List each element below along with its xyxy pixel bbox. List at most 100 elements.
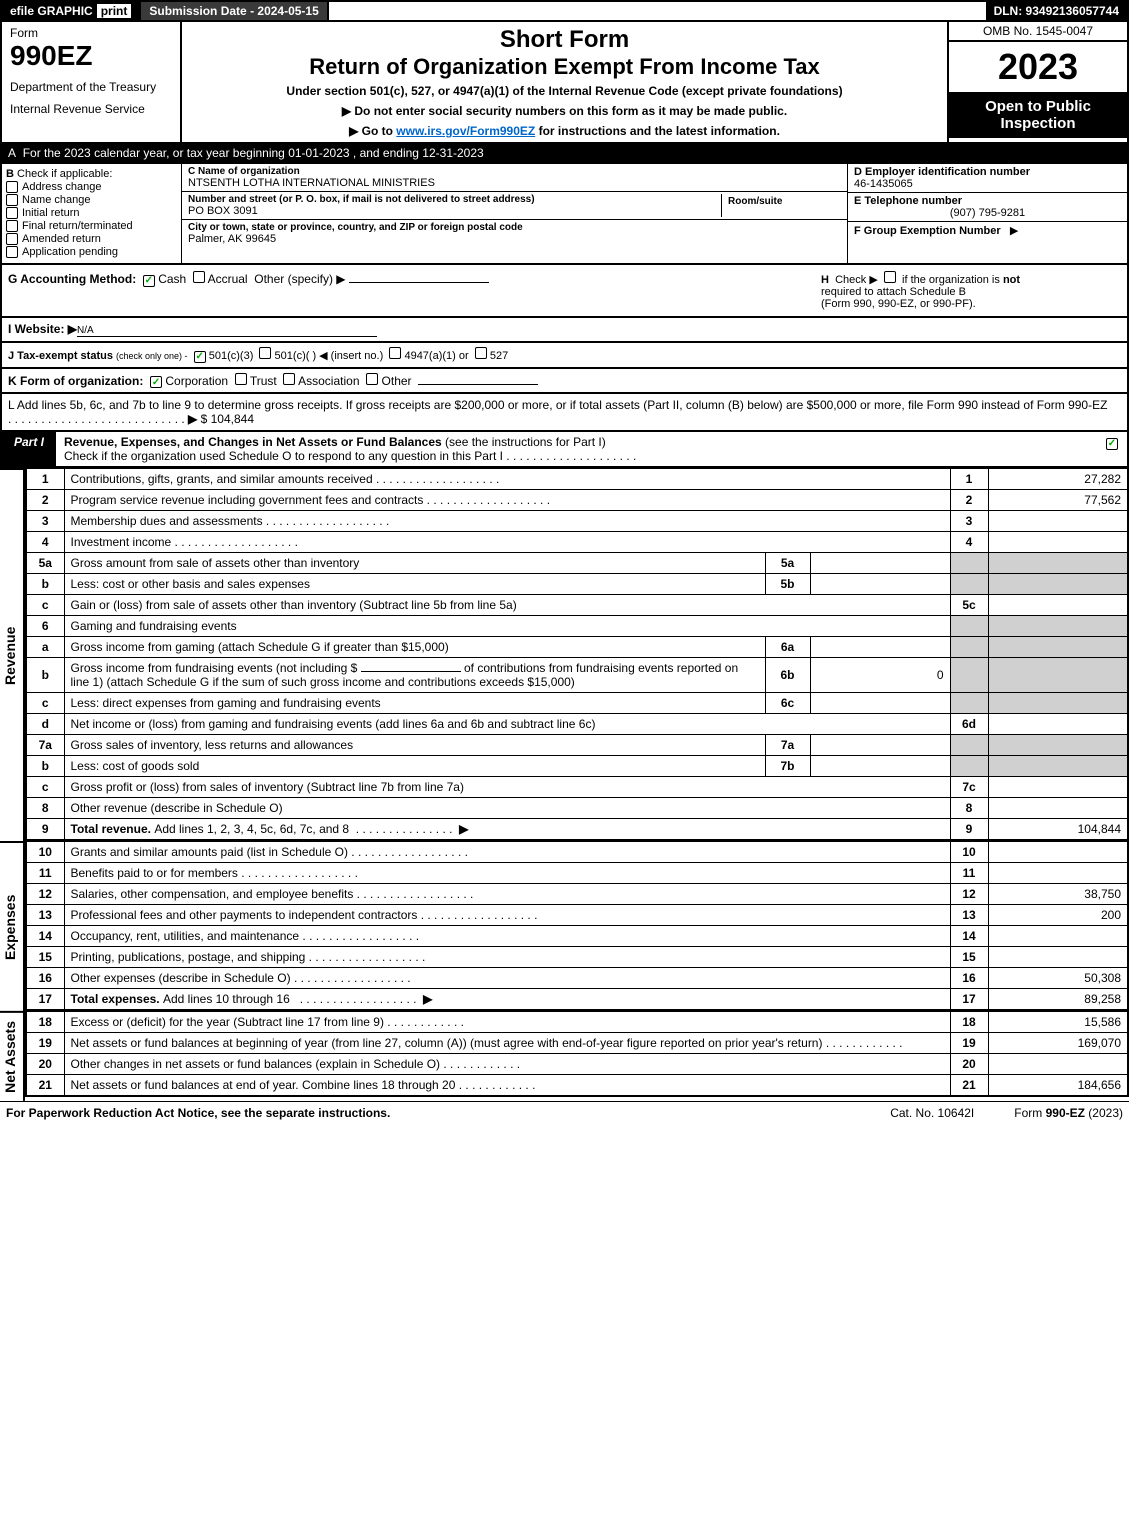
line-ref: 21 [950,1075,988,1097]
h-text3: required to attach Schedule B [821,286,966,298]
line-num: b [26,658,64,693]
line17-rest: Add lines 10 through 16 [163,992,290,1006]
line-num: 20 [26,1054,64,1075]
checkbox[interactable] [6,220,18,232]
checkbox-row: Address change [6,181,177,193]
line-ref: 4 [950,532,988,553]
part1-label: Part I [2,432,56,466]
sub-val [810,756,950,777]
print-button[interactable]: print [97,4,132,18]
goto-instruction: ▶ Go to www.irs.gov/Form990EZ for instru… [190,124,939,138]
val-shade [988,574,1128,595]
group-cell: F Group Exemption Number ▶ [848,222,1127,263]
sub-val [810,735,950,756]
k-checkbox[interactable] [235,373,247,385]
revenue-section: Revenue 1 Contributions, gifts, grants, … [0,468,1129,841]
k-checkbox[interactable] [283,373,295,385]
room-label: Room/suite [728,196,835,207]
val-shade [988,693,1128,714]
checkbox-row: Name change [6,194,177,206]
part1-title-cell: Revenue, Expenses, and Changes in Net As… [56,432,1097,466]
line-desc: Other changes in net assets or fund bala… [64,1054,950,1075]
line-val [988,863,1128,884]
j-4947-checkbox[interactable] [389,347,401,359]
k-opt-label: Trust [250,374,277,388]
line-ref: 2 [950,490,988,511]
k-checkbox[interactable] [150,376,162,388]
checkbox[interactable] [6,233,18,245]
table-row: 21 Net assets or fund balances at end of… [26,1075,1128,1097]
line-num: 1 [26,469,64,490]
j-opt2: 501(c)( ) ◀ (insert no.) [275,350,384,362]
checkbox[interactable] [6,246,18,258]
part1-checkbox[interactable] [1106,438,1118,450]
checkbox-label: Amended return [22,233,101,245]
line-ref: 20 [950,1054,988,1075]
irs-link[interactable]: www.irs.gov/Form990EZ [396,124,535,138]
k-checkbox[interactable] [366,373,378,385]
line-desc: Contributions, gifts, grants, and simila… [64,469,950,490]
table-row: b Less: cost of goods sold 7b [26,756,1128,777]
table-row: 17 Total expenses. Add lines 10 through … [26,989,1128,1011]
line-ref: 10 [950,842,988,863]
form-title: Return of Organization Exempt From Incom… [190,54,939,80]
line-val [988,947,1128,968]
department: Department of the Treasury [10,80,172,94]
k-opt-label: Corporation [165,374,228,388]
ref-shade [950,693,988,714]
val-shade [988,658,1128,693]
table-row: 15 Printing, publications, postage, and … [26,947,1128,968]
line-num: 18 [26,1012,64,1033]
section-a-text: For the 2023 calendar year, or tax year … [23,146,484,160]
line-desc: Printing, publications, postage, and shi… [64,947,950,968]
checkbox[interactable] [6,207,18,219]
i-label: I Website: ▶ [8,322,77,336]
line-desc: Less: cost or other basis and sales expe… [64,574,765,595]
checkbox-label: Name change [22,194,91,206]
line-val: 15,586 [988,1012,1128,1033]
j-527-checkbox[interactable] [475,347,487,359]
website-value: N/A [77,325,377,337]
table-row: 9 Total revenue. Add lines 1, 2, 3, 4, 5… [26,819,1128,841]
line-desc: Gross income from gaming (attach Schedul… [64,637,765,658]
accrual-checkbox[interactable] [193,271,205,283]
footer-left: For Paperwork Reduction Act Notice, see … [6,1106,390,1120]
expenses-table: 10 Grants and similar amounts paid (list… [25,841,1129,1011]
checkbox[interactable] [6,194,18,206]
line17-bold: Total expenses. [71,992,163,1006]
j-opt1: 501(c)(3) [209,350,254,362]
j-501c3-checkbox[interactable] [194,351,206,363]
checkbox[interactable] [6,181,18,193]
line-num: 19 [26,1033,64,1054]
line-ref: 6d [950,714,988,735]
g-label: G Accounting Method: [8,272,136,286]
ref-shade [950,637,988,658]
cash-checkbox[interactable] [143,275,155,287]
j-501c-checkbox[interactable] [259,347,271,359]
table-row: 5a Gross amount from sale of assets othe… [26,553,1128,574]
section-a: A For the 2023 calendar year, or tax yea… [0,144,1129,164]
ref-shade [950,735,988,756]
line-ref: 19 [950,1033,988,1054]
table-row: 16 Other expenses (describe in Schedule … [26,968,1128,989]
j-opt4: 527 [490,350,508,362]
row-k: K Form of organization: Corporation Trus… [0,369,1129,395]
accrual-label: Accrual [208,272,248,286]
row-i: I Website: ▶N/A [0,318,1129,343]
street-value: PO BOX 3091 [188,205,721,217]
h-not: not [1003,274,1020,286]
table-row: 8 Other revenue (describe in Schedule O)… [26,798,1128,819]
line9-arrow: ▶ [459,822,468,836]
line-ref: 14 [950,926,988,947]
footer-right-suf: (2023) [1085,1106,1123,1120]
sub-ref: 6b [765,658,810,693]
table-row: 14 Occupancy, rent, utilities, and maint… [26,926,1128,947]
line-desc: Net income or (loss) from gaming and fun… [64,714,950,735]
line-val: 38,750 [988,884,1128,905]
j-small: (check only one) - [116,351,188,361]
section-a-prefix: A [8,146,16,160]
city-label: City or town, state or province, country… [188,222,841,233]
h-checkbox[interactable] [884,271,896,283]
omb-number: OMB No. 1545-0047 [949,22,1127,42]
line-val [988,532,1128,553]
